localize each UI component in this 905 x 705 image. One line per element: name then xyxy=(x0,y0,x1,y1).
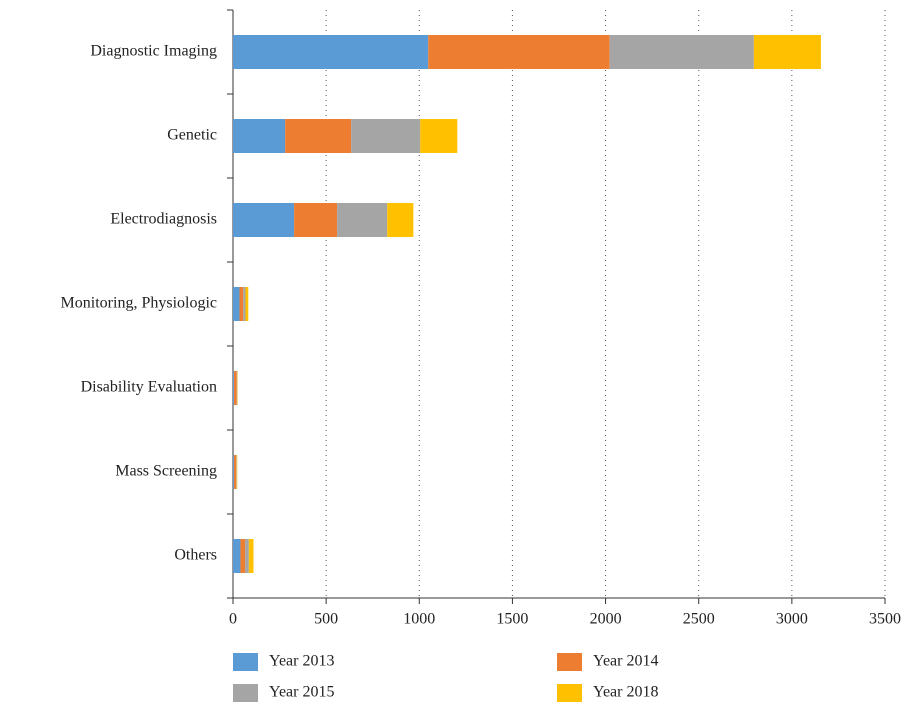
bar-segment xyxy=(233,539,241,573)
bar-segment xyxy=(233,455,237,489)
bar-segment xyxy=(337,203,388,237)
x-tick-label: 1000 xyxy=(403,611,435,628)
bar-segment xyxy=(233,371,234,405)
legend-swatch xyxy=(233,653,258,671)
y-tick-label: Others xyxy=(174,547,217,564)
x-tick-label: 1500 xyxy=(496,611,528,628)
y-tick-label: Genetic xyxy=(167,127,217,144)
bar-segment xyxy=(609,35,754,69)
y-tick-label: Mass Screening xyxy=(115,463,217,480)
y-tick-label: Disability Evaluation xyxy=(81,379,217,396)
bar-segment xyxy=(753,35,821,69)
bar-segment xyxy=(236,455,238,489)
bar-segment xyxy=(233,119,286,153)
legend-label: Year 2015 xyxy=(269,684,334,701)
bar-segment xyxy=(245,287,249,321)
x-tick-label: 500 xyxy=(314,611,338,628)
legend-label: Year 2013 xyxy=(269,653,334,670)
bar-segment xyxy=(243,287,246,321)
bar-segment xyxy=(285,119,352,153)
bar-segment xyxy=(236,455,237,489)
bar-segment xyxy=(428,35,610,69)
bar-segment xyxy=(233,455,234,489)
bar-segment xyxy=(239,287,244,321)
bar-segment xyxy=(233,287,240,321)
bar-segment xyxy=(233,35,429,69)
legend-swatch xyxy=(233,684,258,702)
y-tick-label: Electrodiagnosis xyxy=(110,211,217,228)
bar-segment xyxy=(245,539,249,573)
x-tick-label: 0 xyxy=(229,611,237,628)
y-tick-label: Diagnostic Imaging xyxy=(90,43,217,60)
x-tick-label: 3000 xyxy=(776,611,808,628)
y-tick-label: Monitoring, Physiologic xyxy=(61,295,217,312)
bar-segment xyxy=(248,539,254,573)
bar-segment xyxy=(420,119,458,153)
bar-segment xyxy=(240,539,246,573)
bar-segment xyxy=(236,371,238,405)
x-tick-label: 2500 xyxy=(683,611,715,628)
x-tick-label: 2000 xyxy=(590,611,622,628)
legend-swatch xyxy=(557,684,582,702)
legend-label: Year 2014 xyxy=(593,653,658,670)
legend-swatch xyxy=(557,653,582,671)
bar-segment xyxy=(387,203,414,237)
x-tick-label: 3500 xyxy=(869,611,901,628)
bar-segment xyxy=(233,371,237,405)
bar-segment xyxy=(233,203,295,237)
bar-segment xyxy=(351,119,421,153)
legend-label: Year 2018 xyxy=(593,684,658,701)
bar-segment xyxy=(294,203,338,237)
